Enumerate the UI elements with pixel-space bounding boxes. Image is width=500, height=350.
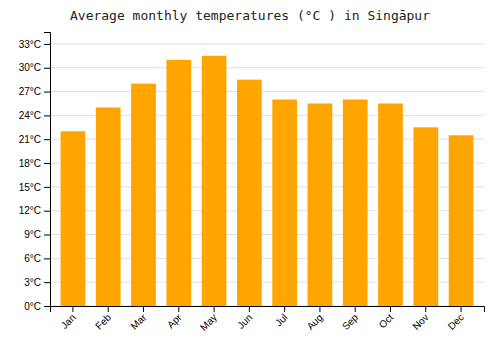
x-tick: May bbox=[198, 306, 219, 333]
x-tick: Apr bbox=[165, 306, 184, 330]
y-tick: 15°C bbox=[19, 182, 50, 193]
x-tick-mark bbox=[284, 306, 285, 312]
x-tick-label: Feb bbox=[93, 311, 113, 331]
grid-line bbox=[50, 91, 484, 92]
bar bbox=[61, 131, 86, 306]
y-tick: 21°C bbox=[19, 134, 50, 145]
x-tick-label: Jun bbox=[235, 312, 254, 331]
y-tick: 3°C bbox=[24, 277, 50, 288]
x-tick-mark bbox=[178, 306, 179, 312]
bar bbox=[378, 103, 403, 306]
x-tick-label: May bbox=[198, 312, 219, 333]
y-tick-label: 12°C bbox=[19, 205, 41, 216]
bar bbox=[449, 135, 474, 306]
y-tick-label: 15°C bbox=[19, 182, 41, 193]
y-tick-label: 30°C bbox=[19, 62, 41, 73]
x-tick-mark bbox=[319, 306, 320, 312]
x-tick: Jul bbox=[273, 306, 290, 328]
bar bbox=[237, 80, 262, 306]
y-tick-mark bbox=[44, 139, 50, 140]
y-tick-mark bbox=[44, 44, 50, 45]
bars bbox=[61, 56, 474, 306]
bar bbox=[272, 100, 297, 306]
bar bbox=[202, 56, 227, 306]
grid-line bbox=[50, 67, 484, 68]
y-tick-mark bbox=[44, 282, 50, 283]
x-tick-mark bbox=[390, 306, 391, 312]
x-tick-label: Mar bbox=[128, 311, 148, 331]
title: Average monthly temperatures (°C ) in Si… bbox=[70, 8, 430, 23]
x-tick-label: Dec bbox=[446, 312, 466, 332]
x-tick-mark bbox=[249, 306, 250, 312]
x-tick: Jan bbox=[59, 306, 78, 331]
bar bbox=[413, 127, 438, 306]
y-tick-label: 21°C bbox=[19, 134, 41, 145]
x-tick: Feb bbox=[93, 306, 113, 332]
x-tick: Nov bbox=[410, 306, 430, 332]
y-tick-mark bbox=[44, 68, 50, 69]
x-tick: Aug bbox=[305, 306, 325, 332]
y-tick-label: 6°C bbox=[24, 253, 41, 264]
y-tick: 24°C bbox=[19, 110, 50, 121]
y-axis: 0°C 3°C 6°C 9°C 12°C 15°C 18°C 21°C 24°C 27°C 30°C… bbox=[19, 33, 51, 312]
bar bbox=[308, 103, 333, 306]
y-tick: 18°C bbox=[19, 158, 50, 169]
y-tick: 9°C bbox=[24, 229, 50, 240]
x-tick-label: Aug bbox=[305, 312, 325, 332]
x-tick-mark bbox=[355, 306, 356, 312]
bar bbox=[96, 107, 121, 306]
x-tick-mark bbox=[425, 306, 426, 312]
x-tick: Sep bbox=[340, 306, 361, 332]
y-tick-mark bbox=[44, 235, 50, 236]
y-tick-label: 18°C bbox=[19, 158, 41, 169]
y-tick-label: 24°C bbox=[19, 110, 41, 121]
bar bbox=[131, 84, 156, 306]
x-axis-line bbox=[51, 307, 485, 313]
y-tick-label: 0°C bbox=[24, 301, 41, 312]
y-tick-label: 27°C bbox=[19, 86, 41, 97]
y-tick-label: 9°C bbox=[24, 229, 41, 240]
x-tick-mark bbox=[143, 306, 144, 312]
y-axis-line bbox=[44, 33, 51, 307]
y-tick-label: 33°C bbox=[19, 39, 41, 50]
x-tick-label: Apr bbox=[165, 311, 184, 330]
x-tick-label: Nov bbox=[410, 312, 430, 332]
y-tick-mark bbox=[44, 258, 50, 259]
y-tick: 6°C bbox=[24, 253, 50, 264]
x-tick-label: Jan bbox=[59, 312, 78, 331]
y-tick: 12°C bbox=[19, 205, 50, 216]
grid-line bbox=[50, 43, 484, 44]
x-tick: Jun bbox=[235, 306, 254, 331]
y-tick: 33°C bbox=[19, 39, 50, 50]
x-tick-mark bbox=[461, 306, 462, 312]
x-tick-label: Sep bbox=[340, 311, 361, 332]
y-tick: 27°C bbox=[19, 86, 50, 97]
y-tick: 0°C bbox=[24, 301, 50, 312]
y-tick-label: 3°C bbox=[24, 277, 41, 288]
y-tick: 30°C bbox=[19, 62, 50, 73]
y-tick-mark bbox=[44, 211, 50, 212]
plot: 0°C 3°C 6°C 9°C 12°C 15°C 18°C 21°C 24°C 27°C 30°C… bbox=[19, 33, 485, 333]
y-tick-mark bbox=[44, 306, 50, 307]
bar bbox=[166, 60, 191, 306]
y-tick-mark bbox=[44, 163, 50, 164]
x-axis: Jan Feb Mar Apr May Jun Jul Aug Sep Oct Nov Dec bbox=[51, 306, 485, 333]
x-tick-label: Oct bbox=[377, 312, 396, 331]
x-tick: Oct bbox=[377, 306, 396, 330]
y-tick-mark bbox=[44, 115, 50, 116]
x-tick-mark bbox=[108, 306, 109, 312]
y-tick-mark bbox=[44, 92, 50, 93]
x-tick: Mar bbox=[128, 306, 148, 332]
x-tick-label: Jul bbox=[273, 312, 290, 329]
x-tick-mark bbox=[72, 306, 73, 312]
bar bbox=[343, 100, 368, 306]
x-tick-mark bbox=[214, 306, 215, 312]
x-tick: Dec bbox=[446, 306, 466, 332]
grid bbox=[50, 44, 484, 306]
chart: 0°C 3°C 6°C 9°C 12°C 15°C 18°C 21°C 24°C 27°C 30°C… bbox=[0, 0, 500, 350]
y-tick-mark bbox=[44, 187, 50, 188]
